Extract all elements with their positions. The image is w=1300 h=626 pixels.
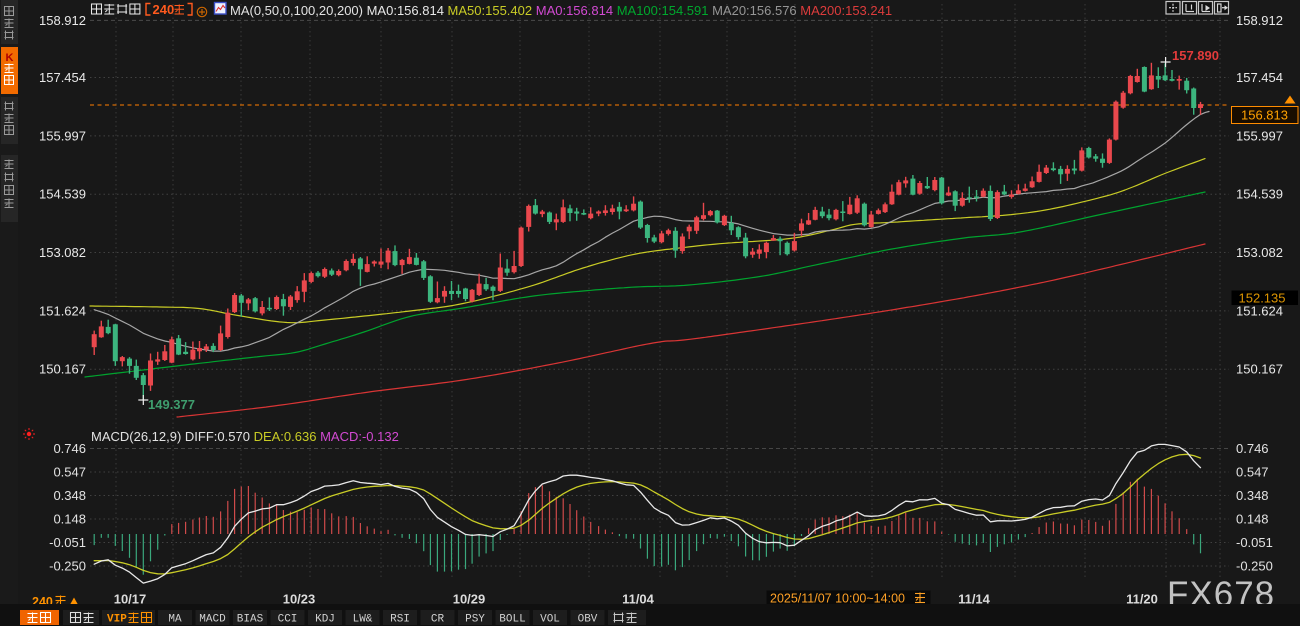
- svg-text:CCI: CCI: [278, 614, 298, 626]
- svg-text:154.539: 154.539: [1236, 187, 1283, 202]
- svg-text:MACD(26,12,9) DIFF:0.570 DEA:0: MACD(26,12,9) DIFF:0.570 DEA:0.636 MACD:…: [91, 429, 399, 444]
- svg-text:LW&: LW&: [353, 614, 373, 626]
- svg-text:MACD: MACD: [199, 614, 226, 626]
- svg-text:KDJ: KDJ: [315, 614, 335, 626]
- svg-text:0.547: 0.547: [1236, 465, 1269, 480]
- svg-text:CR: CR: [431, 614, 445, 626]
- svg-text:0.746: 0.746: [1236, 441, 1269, 456]
- svg-text:K: K: [6, 52, 14, 64]
- svg-text:153.082: 153.082: [1236, 245, 1283, 260]
- svg-text:11/14: 11/14: [958, 592, 991, 607]
- svg-text:153.082: 153.082: [39, 245, 86, 260]
- svg-text:155.997: 155.997: [39, 128, 86, 143]
- svg-text:0.348: 0.348: [53, 488, 86, 503]
- svg-text:0.148: 0.148: [1236, 512, 1269, 527]
- svg-text:10/17: 10/17: [114, 592, 147, 607]
- svg-text:158.912: 158.912: [39, 13, 86, 28]
- svg-text:-0.051: -0.051: [1236, 535, 1273, 550]
- svg-text:150.167: 150.167: [39, 362, 86, 377]
- svg-text:157.454: 157.454: [39, 70, 86, 85]
- svg-text:0.547: 0.547: [53, 465, 86, 480]
- svg-text:158.912: 158.912: [1236, 13, 1283, 28]
- svg-text:156.813: 156.813: [1241, 108, 1288, 123]
- svg-text:VIP: VIP: [107, 614, 127, 626]
- svg-text:154.539: 154.539: [39, 187, 86, 202]
- svg-text:OBV: OBV: [578, 614, 598, 626]
- svg-text:VOL: VOL: [540, 614, 560, 626]
- svg-text:0.348: 0.348: [1236, 488, 1269, 503]
- svg-text:152.135: 152.135: [1239, 291, 1286, 306]
- svg-text:11/20: 11/20: [1126, 592, 1158, 607]
- svg-text:10/29: 10/29: [453, 592, 486, 607]
- svg-text:151.624: 151.624: [1236, 303, 1283, 318]
- svg-text:PSY: PSY: [465, 614, 485, 626]
- svg-text:0.148: 0.148: [53, 512, 86, 527]
- svg-text:11/04: 11/04: [622, 592, 655, 607]
- svg-text:MA: MA: [168, 614, 182, 626]
- svg-text:10/23: 10/23: [283, 592, 316, 607]
- svg-text:150.167: 150.167: [1236, 362, 1283, 377]
- svg-text:149.377: 149.377: [148, 397, 195, 412]
- svg-text:151.624: 151.624: [39, 303, 86, 318]
- svg-text:BOLL: BOLL: [499, 614, 525, 626]
- svg-text:157.890: 157.890: [1172, 48, 1219, 63]
- svg-text:155.997: 155.997: [1236, 128, 1283, 143]
- svg-text:2025/11/07 10:00~14:00: 2025/11/07 10:00~14:00: [770, 592, 905, 606]
- svg-text:0.746: 0.746: [53, 441, 86, 456]
- svg-text:-0.250: -0.250: [1236, 559, 1273, 574]
- svg-text:157.454: 157.454: [1236, 70, 1283, 85]
- svg-text:MA(0,50,0,100,20,200) MA0:156.: MA(0,50,0,100,20,200) MA0:156.814 MA50:1…: [230, 3, 892, 18]
- svg-text:240: 240: [153, 2, 175, 17]
- svg-text:-0.250: -0.250: [49, 559, 86, 574]
- svg-text:RSI: RSI: [390, 614, 410, 626]
- svg-text:BIAS: BIAS: [237, 614, 264, 626]
- svg-text:-0.051: -0.051: [49, 535, 86, 550]
